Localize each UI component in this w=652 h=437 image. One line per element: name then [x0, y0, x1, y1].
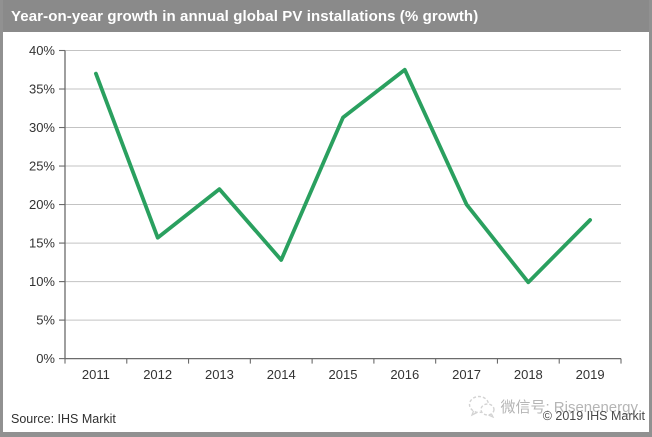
- source-label: Source: IHS Markit: [11, 412, 116, 426]
- wechat-icon: [469, 395, 496, 418]
- x-axis-label: 2016: [390, 367, 419, 382]
- y-axis-label: 30%: [29, 120, 55, 135]
- x-axis-label: 2011: [82, 367, 110, 382]
- x-axis-label: 2014: [267, 367, 296, 382]
- y-axis-label: 10%: [29, 274, 55, 289]
- y-axis-label: 15%: [29, 236, 55, 251]
- y-axis-label: 35%: [29, 82, 55, 97]
- y-axis-label: 40%: [29, 43, 55, 58]
- wechat-watermark: 微信号: Risenenergy: [468, 395, 638, 418]
- y-axis-label: 20%: [29, 197, 55, 212]
- copyright-label: © 2019 IHS Markit: [542, 409, 645, 423]
- x-axis-label: 2013: [205, 367, 234, 382]
- x-axis-label: 2017: [452, 367, 481, 382]
- chart-title-bar: Year-on-year growth in annual global PV …: [3, 0, 649, 32]
- x-axis-label: 2018: [514, 367, 543, 382]
- y-axis-label: 5%: [36, 313, 55, 328]
- chart-canvas: 0% 5% 10% 15% 20% 25% 30% 35% 40% 2011 2012 2013 201…: [29, 43, 622, 382]
- x-axis-label: 2019: [576, 367, 605, 382]
- x-axis-label: 2012: [143, 367, 172, 382]
- chart-title: Year-on-year growth in annual global PV …: [11, 7, 479, 25]
- x-axis-label: 2015: [329, 367, 358, 382]
- y-axis-label: 25%: [29, 159, 55, 174]
- y-axis-label: 0%: [36, 351, 55, 366]
- pv-growth-line: [94, 67, 592, 285]
- wechat-id-label: 微信号: Risenenergy: [500, 399, 638, 416]
